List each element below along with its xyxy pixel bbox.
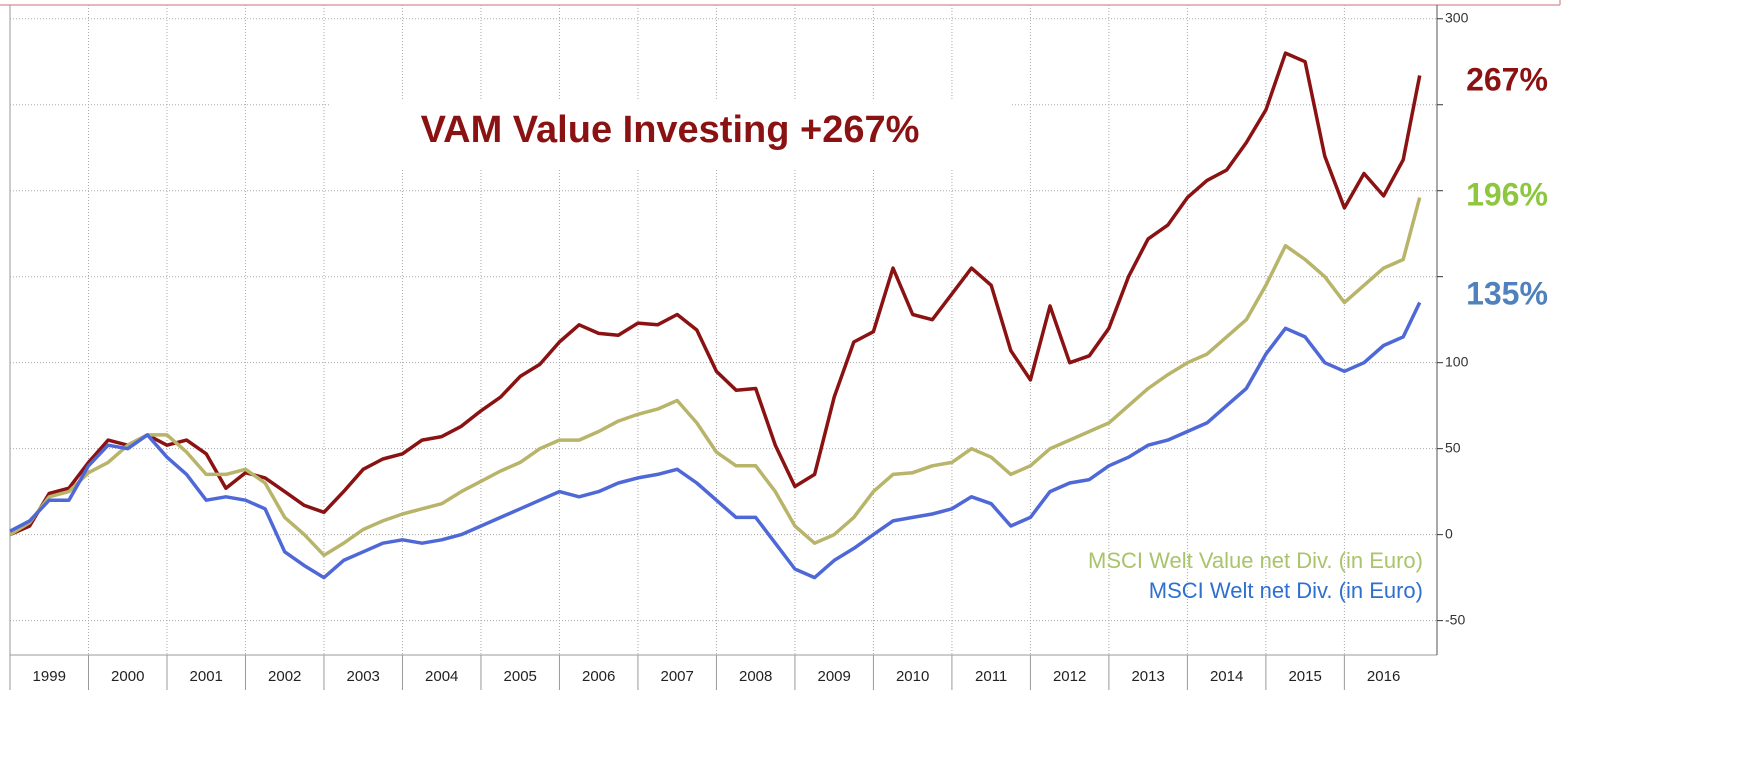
- x-tick-label: 2010: [896, 668, 929, 685]
- x-tick-label: 2013: [1131, 668, 1164, 685]
- series-line: [9, 51, 1422, 537]
- legend-entry: MSCI Welt net Div. (in Euro): [1149, 578, 1423, 603]
- series-line: [9, 301, 1422, 580]
- x-tick-label: 2011: [975, 668, 1007, 685]
- end-label: 135%: [1466, 275, 1548, 311]
- x-tick-label: 2014: [1210, 668, 1243, 685]
- y-tick-label: 50: [1445, 439, 1461, 455]
- title-box: [330, 100, 1010, 170]
- y-tick-label: 100: [1445, 353, 1469, 369]
- y-tick-label: 0: [1445, 525, 1453, 541]
- x-tick-label: 2015: [1288, 668, 1321, 685]
- x-tick-label: 2007: [661, 668, 694, 685]
- legend-entry: MSCI Welt Value net Div. (in Euro): [1088, 548, 1423, 573]
- x-tick-label: 2002: [268, 668, 301, 685]
- series-line: [9, 197, 1422, 558]
- x-tick-label: 2004: [425, 668, 458, 685]
- x-tick-label: 1999: [33, 668, 66, 685]
- x-tick-label: 2000: [111, 668, 144, 685]
- chart-title: VAM Value Investing +267%: [421, 109, 920, 151]
- y-tick-label: -50: [1445, 611, 1465, 627]
- x-tick-label: 2012: [1053, 668, 1086, 685]
- x-tick-label: 2001: [190, 668, 223, 685]
- x-tick-label: 2005: [504, 668, 537, 685]
- labels: -50 0 50 100 300 1999 2000 2001 2002 2003 2004 2005…: [33, 9, 1548, 685]
- x-tick-label: 2009: [817, 668, 850, 685]
- x-tick-label: 2008: [739, 668, 772, 685]
- end-label: 196%: [1466, 176, 1548, 212]
- y-tick-label: 300: [1445, 9, 1469, 25]
- end-label: 267%: [1466, 61, 1548, 97]
- x-tick-label: 2003: [347, 668, 380, 685]
- lines: [9, 51, 1422, 580]
- x-tick-label: 2016: [1367, 668, 1400, 685]
- x-tick-label: 2006: [582, 668, 615, 685]
